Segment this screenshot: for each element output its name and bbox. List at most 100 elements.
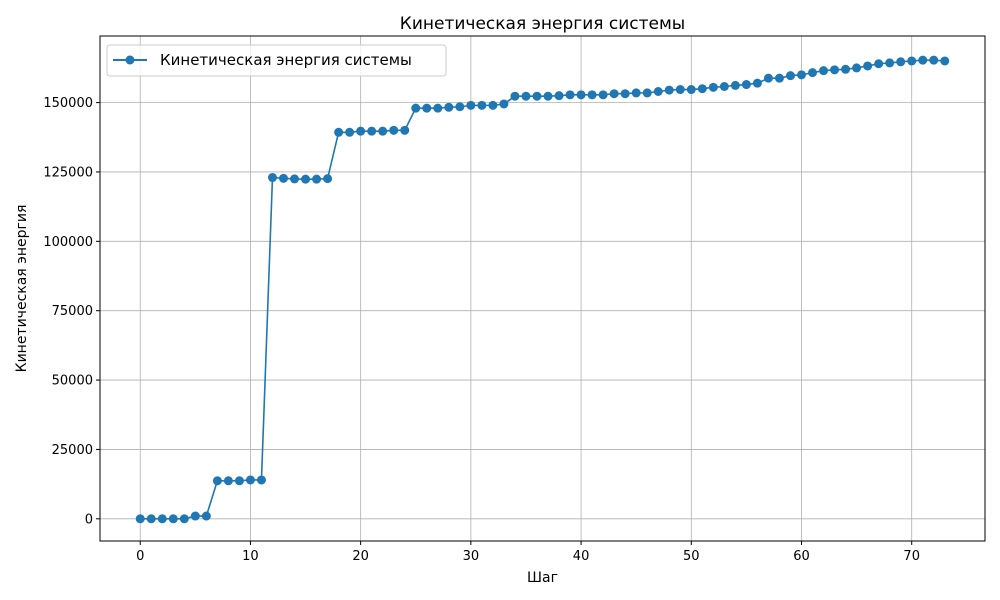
x-tick-label: 50 xyxy=(683,549,700,564)
x-tick-label: 10 xyxy=(242,549,259,564)
data-point xyxy=(267,173,277,183)
data-point xyxy=(157,514,167,524)
chart-title: Кинетическая энергия системы xyxy=(400,14,685,34)
y-tick-label: 150000 xyxy=(43,96,93,111)
y-axis-ticks: 0 25000 50000 75000 100000 125000 150000 xyxy=(43,96,100,527)
x-tick-label: 60 xyxy=(793,549,810,564)
data-point xyxy=(598,90,608,100)
data-point xyxy=(785,71,795,81)
data-point xyxy=(532,91,542,101)
data-point xyxy=(940,56,950,66)
data-point xyxy=(279,173,289,183)
data-point xyxy=(819,66,829,76)
data-point xyxy=(852,63,862,73)
data-point xyxy=(763,73,773,83)
data-point xyxy=(201,511,211,521)
y-tick-label: 125000 xyxy=(43,165,93,180)
data-point xyxy=(664,85,674,95)
legend-box xyxy=(106,44,447,77)
data-point xyxy=(521,91,531,101)
y-tick-label: 100000 xyxy=(43,235,93,250)
data-point xyxy=(323,174,333,184)
data-point xyxy=(675,85,685,95)
data-point xyxy=(708,82,718,92)
data-point xyxy=(234,476,244,486)
data-point xyxy=(477,100,487,110)
x-axis-ticks: 0 10 20 30 40 50 60 70 xyxy=(136,541,920,564)
data-point xyxy=(146,514,156,524)
data-point xyxy=(212,476,222,486)
legend-marker-swatch xyxy=(125,55,135,65)
data-point xyxy=(400,125,410,135)
x-axis-label: Шаг xyxy=(527,570,558,586)
data-point xyxy=(223,476,233,486)
data-point xyxy=(345,127,355,137)
y-tick-label: 50000 xyxy=(52,374,93,389)
data-point xyxy=(565,90,575,100)
data-point xyxy=(168,514,178,524)
data-point xyxy=(752,78,762,88)
series-layer xyxy=(135,55,950,524)
y-axis-label: Кинетическая энергия xyxy=(14,205,30,373)
data-point xyxy=(367,126,377,136)
y-tick-label: 0 xyxy=(85,512,93,527)
data-point xyxy=(774,73,784,83)
data-point xyxy=(433,103,443,113)
data-point xyxy=(576,90,586,100)
data-point xyxy=(389,125,399,135)
data-point xyxy=(256,475,266,485)
legend-entry: Кинетическая энергия системы xyxy=(160,51,412,69)
x-tick-label: 20 xyxy=(352,549,369,564)
data-point xyxy=(444,102,454,112)
data-point xyxy=(190,511,200,521)
data-point xyxy=(245,475,255,485)
data-point xyxy=(620,89,630,99)
x-tick-label: 0 xyxy=(136,549,144,564)
data-point xyxy=(896,57,906,67)
data-point xyxy=(422,103,432,113)
data-point xyxy=(466,100,476,110)
y-tick-label: 25000 xyxy=(52,443,93,458)
data-point xyxy=(554,91,564,101)
data-point xyxy=(455,102,465,112)
data-point xyxy=(510,91,520,101)
data-point xyxy=(301,174,311,184)
plot-frame xyxy=(99,35,986,542)
data-point xyxy=(378,126,388,136)
data-point xyxy=(179,514,189,524)
x-tick-label: 40 xyxy=(573,549,590,564)
data-point xyxy=(863,61,873,71)
data-point xyxy=(929,55,939,65)
x-tick-label: 30 xyxy=(463,549,480,564)
data-point xyxy=(830,65,840,75)
data-point xyxy=(907,56,917,66)
data-point xyxy=(697,84,707,94)
data-point xyxy=(411,103,421,113)
data-point xyxy=(796,70,806,80)
data-point xyxy=(686,85,696,95)
data-point xyxy=(631,88,641,98)
data-point xyxy=(642,88,652,98)
data-point xyxy=(808,68,818,78)
data-point xyxy=(741,80,751,90)
data-point xyxy=(334,127,344,137)
data-point xyxy=(918,55,928,65)
data-point xyxy=(874,59,884,69)
data-point xyxy=(488,100,498,110)
data-point xyxy=(312,174,322,184)
data-point xyxy=(841,64,851,74)
grid xyxy=(100,36,985,541)
data-point xyxy=(653,86,663,96)
data-point xyxy=(730,80,740,90)
x-tick-label: 70 xyxy=(903,549,920,564)
data-point xyxy=(885,58,895,68)
legend: Кинетическая энергия системы xyxy=(106,44,447,77)
data-point xyxy=(499,99,509,109)
data-point xyxy=(543,91,553,101)
data-point xyxy=(290,174,300,184)
data-point xyxy=(609,89,619,99)
data-point xyxy=(135,514,145,524)
y-tick-label: 75000 xyxy=(52,304,93,319)
